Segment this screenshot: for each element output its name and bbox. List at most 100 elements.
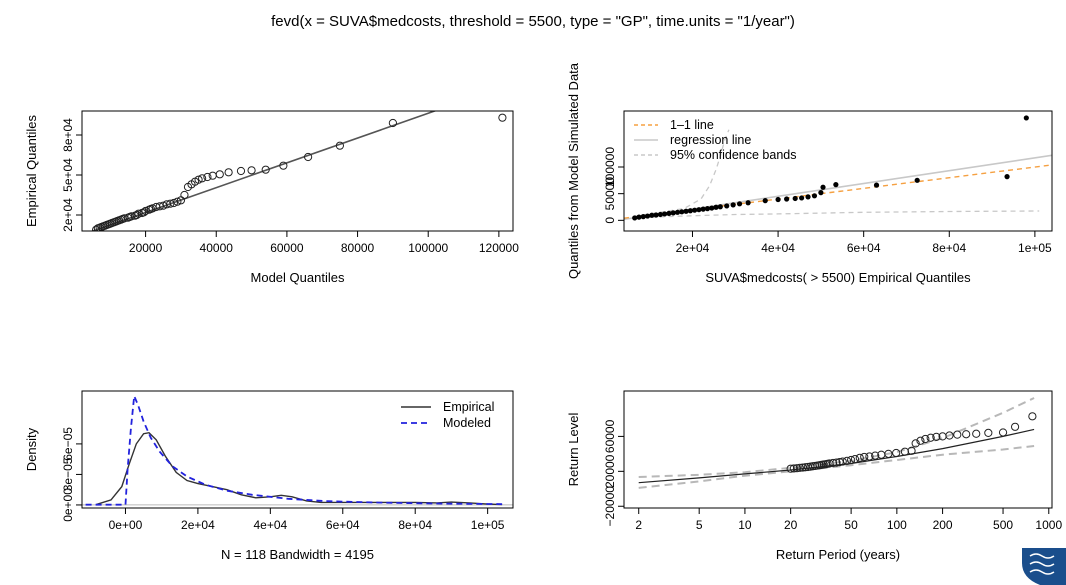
x-tick-label: 100 bbox=[887, 518, 907, 532]
data-point bbox=[838, 457, 847, 466]
data-point bbox=[180, 190, 189, 200]
data-point bbox=[717, 204, 723, 210]
data-point bbox=[134, 209, 143, 218]
data-point bbox=[696, 207, 702, 213]
y-tick-label: 0 bbox=[603, 217, 617, 224]
data-point bbox=[972, 429, 981, 438]
data-point bbox=[215, 170, 224, 179]
x-axis-label: Return Period (years) bbox=[776, 547, 900, 562]
y-tick-label: 100000 bbox=[603, 147, 617, 187]
data-point bbox=[724, 203, 730, 209]
data-point bbox=[644, 213, 651, 219]
data-point bbox=[653, 212, 659, 218]
data-point bbox=[632, 215, 638, 221]
data-point bbox=[871, 451, 880, 460]
x-tick-label: 60000 bbox=[270, 241, 304, 255]
y-tick-label: 5e+04 bbox=[61, 158, 75, 192]
y-tick-label: 6e−05 bbox=[61, 427, 75, 461]
chart-qq-model: 20000 40000 60000 80000 100000 120000 2e+04 5e+… bbox=[24, 110, 519, 285]
x-tick-label: 1e+05 bbox=[1018, 241, 1052, 255]
data-point bbox=[674, 209, 681, 215]
data-point bbox=[833, 182, 839, 188]
plot-frame bbox=[81, 110, 514, 232]
x-tick-label: 10 bbox=[738, 518, 752, 532]
data-point bbox=[860, 452, 869, 462]
y-tick-label: 3e−05 bbox=[61, 457, 75, 491]
x-tick-label: 2e+04 bbox=[181, 518, 215, 532]
data-point bbox=[198, 174, 207, 183]
legend-entry: regression line bbox=[670, 133, 751, 147]
crest-logo bbox=[1022, 548, 1066, 585]
main-title: fevd(x = SUVA$medcosts, threshold = 5500… bbox=[271, 13, 795, 30]
x-tick-label: 20 bbox=[784, 518, 798, 532]
series-modeled bbox=[85, 392, 503, 506]
data-point bbox=[907, 446, 916, 455]
legend-entry: Modeled bbox=[443, 416, 491, 430]
x-tick-label: 6e+04 bbox=[326, 518, 360, 532]
data-point bbox=[194, 175, 203, 184]
data-point bbox=[335, 141, 344, 150]
data-point bbox=[713, 204, 719, 210]
data-point bbox=[640, 214, 646, 220]
ci-lower bbox=[638, 445, 1035, 489]
x-axis-label: Model Quantiles bbox=[251, 270, 345, 285]
x-tick-label: 5 bbox=[696, 518, 703, 532]
x-tick-label: 40000 bbox=[200, 241, 234, 255]
data-point bbox=[173, 197, 182, 206]
data-point bbox=[932, 432, 941, 441]
data-point bbox=[657, 211, 663, 218]
data-point bbox=[709, 205, 715, 211]
y-tick-label: 0e+00 bbox=[61, 488, 75, 522]
y-tick-label: 20000 bbox=[603, 454, 617, 488]
data-point bbox=[649, 212, 655, 218]
data-point bbox=[139, 208, 148, 217]
data-point bbox=[279, 161, 288, 170]
data-point bbox=[1004, 174, 1010, 180]
y-tick-label: 8e+04 bbox=[61, 118, 75, 152]
plot-frame bbox=[623, 390, 1053, 509]
y-tick-label: 60000 bbox=[603, 419, 617, 453]
data-point bbox=[792, 464, 802, 473]
y-tick-label: 50000 bbox=[603, 177, 617, 211]
data-point bbox=[498, 113, 507, 122]
data-point bbox=[865, 452, 874, 461]
data-point bbox=[945, 431, 954, 440]
data-point bbox=[692, 207, 698, 213]
data-point bbox=[704, 206, 711, 212]
data-point bbox=[683, 208, 689, 214]
data-point bbox=[775, 196, 781, 203]
legend-entry: Empirical bbox=[443, 400, 494, 414]
data-point bbox=[842, 456, 852, 465]
x-tick-label: 2 bbox=[635, 518, 642, 532]
data-point bbox=[132, 210, 141, 220]
data-point bbox=[805, 194, 811, 200]
confidence-band-lower bbox=[632, 210, 1040, 219]
data-point bbox=[926, 433, 935, 442]
plot-area bbox=[82, 392, 513, 506]
data-point bbox=[884, 449, 893, 458]
data-point bbox=[687, 208, 693, 214]
data-point bbox=[247, 166, 256, 175]
data-point bbox=[662, 211, 668, 217]
data-point bbox=[1023, 115, 1029, 121]
data-point bbox=[1010, 422, 1020, 431]
x-tick-label: 4e+04 bbox=[253, 518, 287, 532]
x-tick-label: 20000 bbox=[129, 241, 163, 255]
data-point bbox=[786, 464, 795, 473]
data-point bbox=[811, 193, 818, 199]
x-tick-label: 1e+05 bbox=[471, 518, 505, 532]
data-point bbox=[745, 200, 751, 206]
x-axis-label: N = 118 Bandwidth = 4195 bbox=[221, 547, 374, 562]
data-point bbox=[388, 118, 397, 128]
data-point bbox=[736, 201, 743, 207]
data-point bbox=[953, 430, 962, 439]
chart-density: Empirical Modeled 0e+00 2e+04 4e+04 6e+04 8e+0… bbox=[24, 390, 514, 562]
x-axis-label: SUVA$medcosts( > 5500) Empirical Quantil… bbox=[705, 270, 971, 285]
legend-entry: 1–1 line bbox=[670, 118, 714, 132]
x-tick-label: 50 bbox=[844, 518, 858, 532]
data-point bbox=[911, 439, 920, 448]
data-point bbox=[820, 184, 826, 190]
x-tick-label: 2e+04 bbox=[676, 241, 710, 255]
